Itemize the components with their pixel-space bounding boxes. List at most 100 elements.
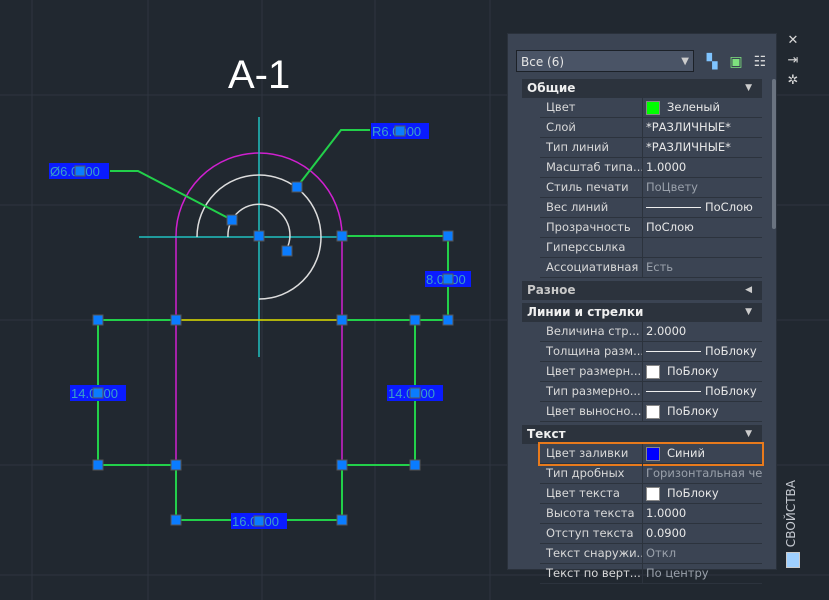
collapse-icon[interactable]: ▼ xyxy=(745,307,752,317)
value-text: Синий xyxy=(667,446,705,460)
quick-select-icon[interactable]: ▚ xyxy=(706,54,718,70)
settings-icon[interactable]: ✲ xyxy=(787,73,799,88)
lineweight-sample xyxy=(646,391,701,392)
property-value[interactable]: Синий xyxy=(643,444,762,463)
collapse-icon[interactable]: ▼ xyxy=(745,83,752,93)
selection-dropdown[interactable]: Все (6) ▼ xyxy=(516,50,694,72)
property-row[interactable]: Тип дробных Горизонтальная че... xyxy=(540,464,762,484)
grip[interactable] xyxy=(336,514,348,526)
property-row[interactable]: Тип размерно... ПоБлоку xyxy=(540,382,762,402)
property-name: Толщина разм... xyxy=(540,342,643,361)
category-header[interactable]: Линии и стрелки ▼ xyxy=(522,303,762,322)
grip[interactable] xyxy=(442,273,454,285)
grip[interactable] xyxy=(394,125,406,137)
property-value[interactable]: ПоСлою xyxy=(643,198,762,217)
color-swatch xyxy=(646,404,660,419)
property-row[interactable]: Тип линий *РАЗЛИЧНЫЕ* xyxy=(540,138,762,158)
grip[interactable] xyxy=(336,314,348,326)
property-row[interactable]: Прозрачность ПоСлою xyxy=(540,218,762,238)
property-row[interactable]: Цвет размерн... ПоБлоку xyxy=(540,362,762,382)
property-value[interactable]: 0.0900 xyxy=(643,524,762,543)
property-row[interactable]: Вес линий ПоСлою xyxy=(540,198,762,218)
property-row[interactable]: Ассоциативная Есть xyxy=(540,258,762,278)
grip[interactable] xyxy=(170,514,182,526)
value-text: ПоЦвету xyxy=(646,180,698,194)
grip[interactable] xyxy=(336,230,348,242)
collapse-icon[interactable]: ▼ xyxy=(745,429,752,439)
grip[interactable] xyxy=(409,459,421,471)
select-objects-icon[interactable]: ▣ xyxy=(729,54,743,70)
close-icon[interactable]: ✕ xyxy=(787,33,799,48)
color-swatch xyxy=(646,100,660,115)
grip[interactable] xyxy=(336,459,348,471)
expand-icon[interactable]: ◀ xyxy=(745,285,752,295)
property-row[interactable]: Цвет заливки Синий xyxy=(538,442,764,466)
property-row[interactable]: Цвет текста ПоБлоку xyxy=(540,484,762,504)
value-text: *РАЗЛИЧНЫЕ* xyxy=(646,140,731,154)
property-value[interactable]: ПоБлоку xyxy=(643,402,762,421)
grip[interactable] xyxy=(409,314,421,326)
property-name: Тип линий xyxy=(540,138,643,157)
property-value[interactable]: ПоСлою xyxy=(643,218,762,237)
grip[interactable] xyxy=(74,165,86,177)
grip[interactable] xyxy=(442,230,454,242)
category-header[interactable]: Текст ▼ xyxy=(522,425,762,444)
auto-hide-icon[interactable]: ⇥ xyxy=(787,53,799,68)
property-value[interactable]: ПоБлоку xyxy=(643,342,762,361)
property-value[interactable]: Зеленый xyxy=(643,98,762,117)
property-value[interactable]: 1.0000 xyxy=(643,504,762,523)
property-row[interactable]: Текст по верт... По центру xyxy=(540,564,762,584)
property-row[interactable]: Толщина разм... ПоБлоку xyxy=(540,342,762,362)
property-row[interactable]: Слой *РАЗЛИЧНЫЕ* xyxy=(540,118,762,138)
grip[interactable] xyxy=(253,515,265,527)
grip[interactable] xyxy=(291,181,303,193)
grip[interactable] xyxy=(253,230,265,242)
property-row[interactable]: Масштаб типа... 1.0000 xyxy=(540,158,762,178)
grip[interactable] xyxy=(170,314,182,326)
property-row[interactable]: Величина стр... 2.0000 xyxy=(540,322,762,342)
property-name: Ассоциативная xyxy=(540,258,643,277)
grip[interactable] xyxy=(442,314,454,326)
property-row[interactable]: Гиперссылка xyxy=(540,238,762,258)
value-text: 1.0000 xyxy=(646,506,687,520)
property-row[interactable]: Стиль печати ПоЦвету xyxy=(540,178,762,198)
property-name: Цвет заливки xyxy=(540,444,643,463)
property-name: Высота текста xyxy=(540,504,643,523)
property-name: Цвет текста xyxy=(540,484,643,503)
property-value[interactable]: ПоЦвету xyxy=(643,178,762,197)
value-text: ПоБлоку xyxy=(705,384,757,398)
property-value[interactable]: ПоБлоку xyxy=(643,362,762,381)
grip[interactable] xyxy=(92,387,104,399)
property-value[interactable]: *РАЗЛИЧНЫЕ* xyxy=(643,118,762,137)
property-value[interactable]: Горизонтальная че... xyxy=(643,464,762,483)
property-row[interactable]: Текст снаружи... Откл xyxy=(540,544,762,564)
toggle-pickadd-icon[interactable]: ☷ xyxy=(753,54,767,70)
value-text: ПоБлоку xyxy=(705,344,757,358)
drawing-title: А-1 xyxy=(228,53,290,97)
color-swatch xyxy=(646,364,660,379)
category-header[interactable]: Общие ▼ xyxy=(522,79,762,98)
grip[interactable] xyxy=(170,459,182,471)
property-value[interactable]: По центру xyxy=(643,564,762,583)
properties-icon[interactable] xyxy=(786,552,800,568)
property-row[interactable]: Цвет Зеленый xyxy=(540,98,762,118)
property-value[interactable]: ПоБлоку xyxy=(643,382,762,401)
grip[interactable] xyxy=(409,387,421,399)
grip[interactable] xyxy=(92,459,104,471)
property-row[interactable]: Высота текста 1.0000 xyxy=(540,504,762,524)
scrollbar[interactable] xyxy=(772,79,776,229)
property-value[interactable]: *РАЗЛИЧНЫЕ* xyxy=(643,138,762,157)
property-value[interactable]: 1.0000 xyxy=(643,158,762,177)
property-value[interactable]: Есть xyxy=(643,258,762,277)
grip[interactable] xyxy=(281,245,293,257)
property-value[interactable]: ПоБлоку xyxy=(643,484,762,503)
property-row[interactable]: Цвет выносно... ПоБлоку xyxy=(540,402,762,422)
property-value[interactable] xyxy=(643,238,762,257)
grip[interactable] xyxy=(92,314,104,326)
property-row[interactable]: Отступ текста 0.0900 xyxy=(540,524,762,544)
property-value[interactable]: Откл xyxy=(643,544,762,563)
property-value[interactable]: 2.0000 xyxy=(643,322,762,341)
grip[interactable] xyxy=(226,214,238,226)
category-header[interactable]: Разное ◀ xyxy=(522,281,762,300)
